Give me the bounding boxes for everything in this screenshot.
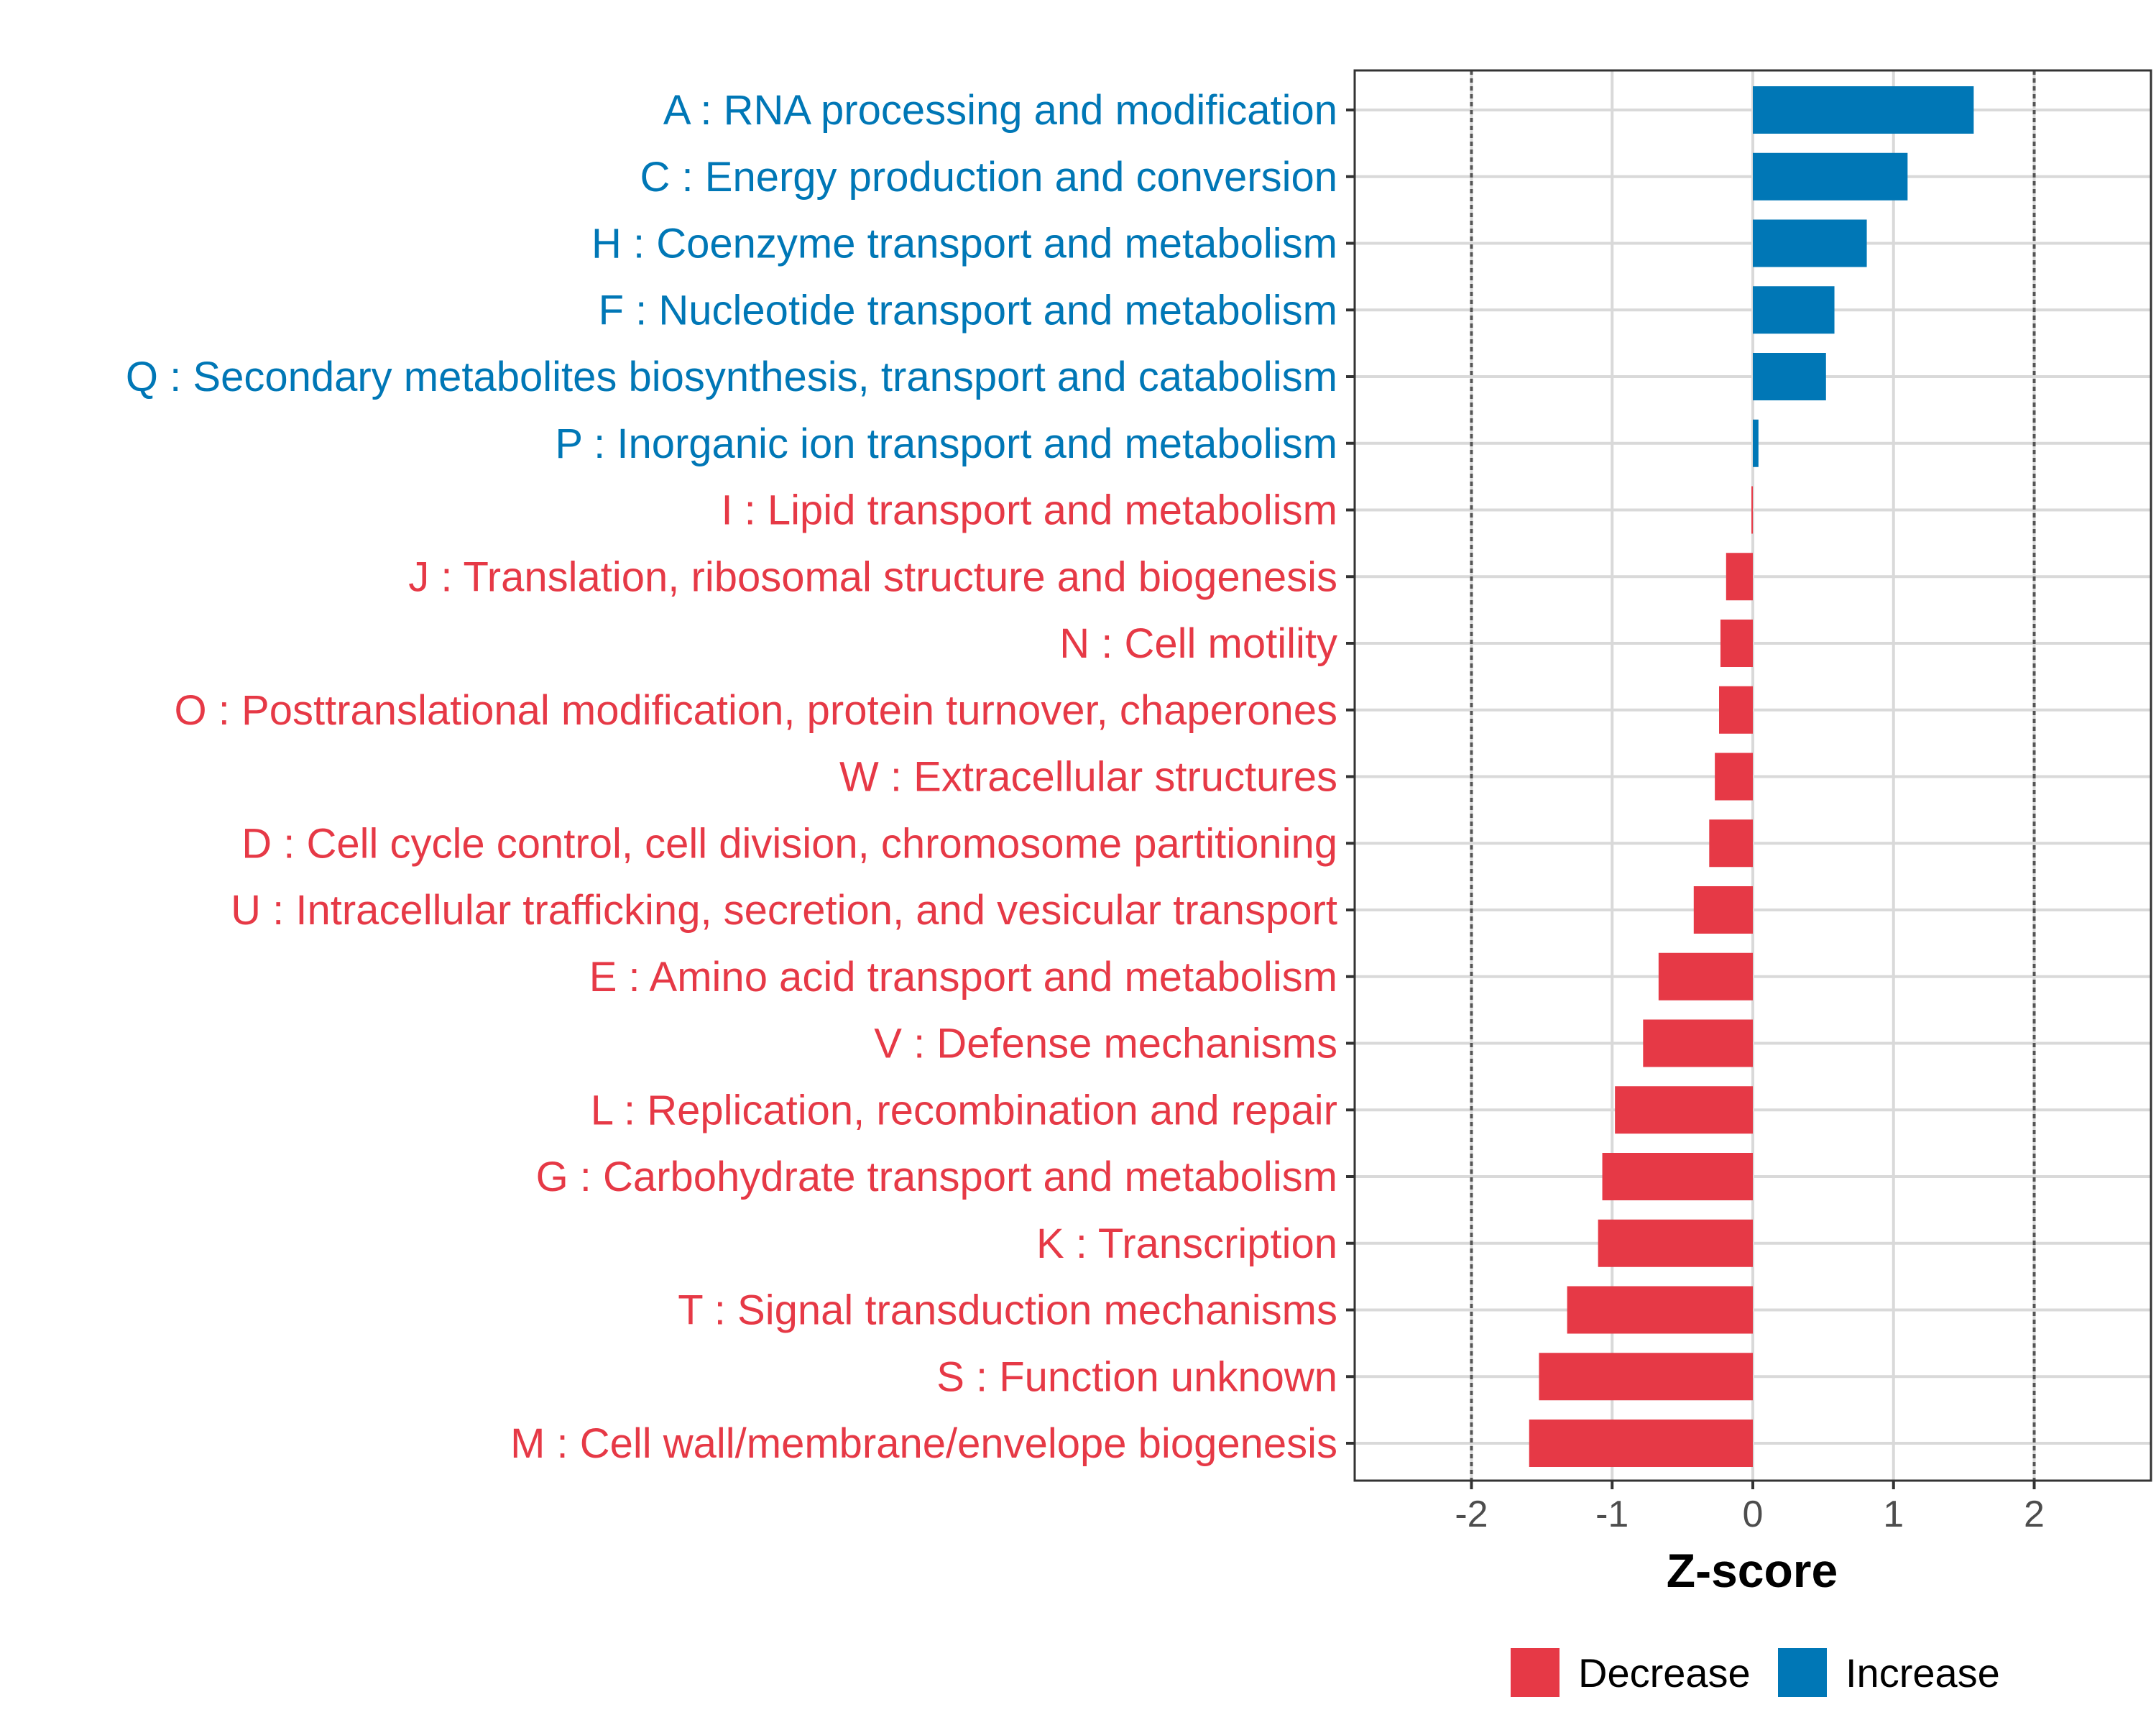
x-tick-label: -2 — [1455, 1494, 1488, 1535]
category-label: J : Translation, ribosomal structure and… — [408, 553, 1337, 600]
category-label: M : Cell wall/membrane/envelope biogenes… — [510, 1420, 1337, 1467]
category-label: T : Signal transduction mechanisms — [678, 1287, 1337, 1334]
bars — [1529, 86, 1974, 1467]
reference-lines — [1470, 70, 2036, 1481]
legend-label-decrease: Decrease — [1578, 1650, 1751, 1696]
bar — [1753, 152, 1908, 201]
bar — [1529, 1420, 1753, 1467]
bar — [1753, 286, 1835, 334]
bar — [1693, 886, 1753, 934]
bar — [1753, 86, 1974, 134]
category-labels: A : RNA processing and modification C : E… — [126, 87, 1337, 1467]
x-axis-ticks: -2 -1 0 1 2 — [1455, 1481, 2045, 1535]
category-label: P : Inorganic ion transport and metaboli… — [555, 420, 1337, 467]
bar — [1539, 1353, 1753, 1401]
bar — [1715, 753, 1753, 801]
x-tick-label: 2 — [2024, 1494, 2045, 1535]
bar — [1751, 486, 1754, 534]
category-label: Q : Secondary metabolites biosynthesis, … — [126, 354, 1337, 400]
x-tick-label: 0 — [1743, 1494, 1764, 1535]
legend: Decrease Increase — [1511, 1648, 2000, 1697]
category-label: K : Transcription — [1036, 1220, 1337, 1267]
category-label: N : Cell motility — [1059, 620, 1337, 667]
legend-key-increase — [1778, 1648, 1827, 1697]
bar — [1719, 686, 1753, 734]
bar — [1615, 1086, 1753, 1134]
x-tick-label: -1 — [1595, 1494, 1628, 1535]
category-label: O : Posttranslational modification, prot… — [175, 687, 1337, 734]
bar — [1720, 620, 1753, 667]
bar — [1567, 1286, 1753, 1334]
category-label: F : Nucleotide transport and metabolism — [599, 287, 1337, 334]
category-label: G : Carbohydrate transport and metabolis… — [536, 1154, 1337, 1200]
category-label: L : Replication, recombination and repai… — [591, 1087, 1337, 1133]
bar — [1753, 353, 1826, 400]
category-label: A : RNA processing and modification — [663, 87, 1337, 134]
bar — [1753, 419, 1759, 467]
legend-key-decrease — [1511, 1648, 1560, 1697]
x-axis-title: Z-score — [1667, 1544, 1838, 1597]
y-axis-ticks — [1346, 109, 1355, 1445]
category-label: I : Lipid transport and metabolism — [721, 487, 1337, 534]
category-label: V : Defense mechanisms — [874, 1021, 1337, 1067]
bar — [1753, 219, 1867, 267]
category-label: H : Coenzyme transport and metabolism — [591, 221, 1337, 267]
category-label: U : Intracellular trafficking, secretion… — [231, 887, 1337, 934]
category-label: E : Amino acid transport and metabolism — [589, 954, 1337, 1000]
bar — [1726, 553, 1753, 601]
category-label: W : Extracellular structures — [839, 754, 1337, 801]
category-label: C : Energy production and conversion — [640, 154, 1337, 201]
x-tick-label: 1 — [1883, 1494, 1904, 1535]
bar — [1598, 1219, 1753, 1267]
bar — [1602, 1153, 1753, 1200]
bar — [1709, 819, 1753, 868]
category-label: S : Function unknown — [936, 1353, 1337, 1400]
bar — [1643, 1019, 1753, 1067]
category-label: D : Cell cycle control, cell division, c… — [241, 820, 1337, 867]
legend-label-increase: Increase — [1846, 1650, 2000, 1696]
bar — [1658, 952, 1753, 1000]
